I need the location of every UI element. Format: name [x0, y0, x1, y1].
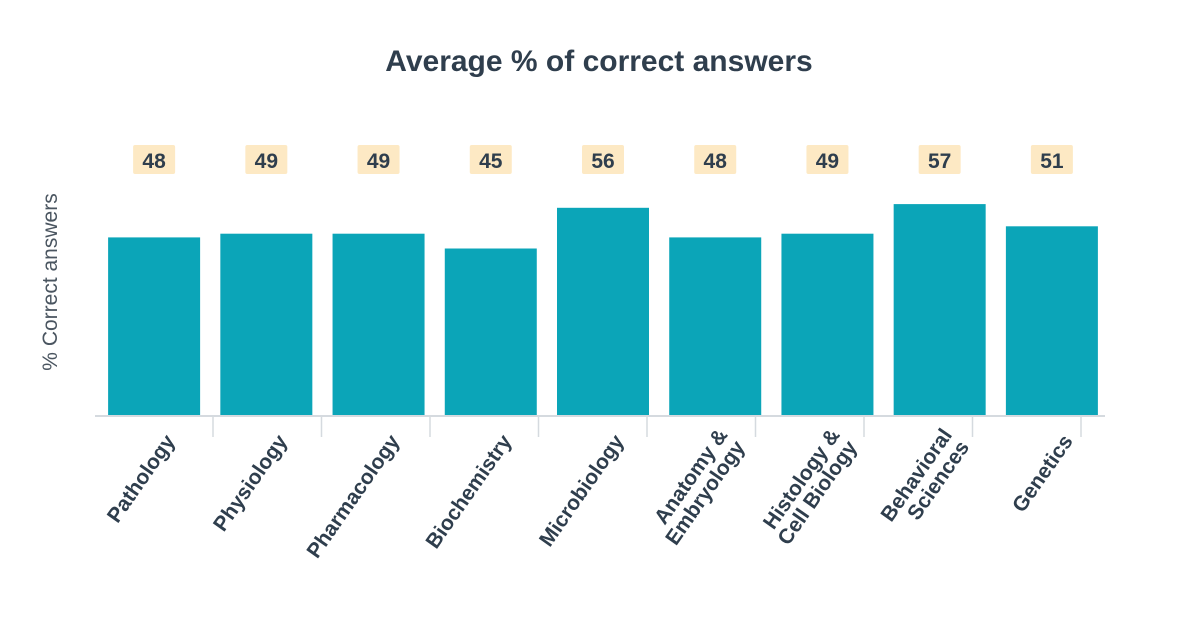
value-label-background	[469, 145, 512, 174]
category-label-line: Pathology	[103, 430, 180, 527]
value-label-background	[582, 145, 624, 174]
value-label-background	[806, 145, 849, 174]
value-label: 49	[245, 145, 288, 174]
category-labels-group: Pathology Physiology Pharmacology Biochemis…	[103, 424, 1078, 563]
bar	[108, 237, 201, 415]
category-label: Pathology	[103, 430, 180, 527]
value-label-text: 45	[479, 150, 503, 173]
x-axis	[95, 415, 1105, 437]
value-label-background	[694, 145, 737, 174]
value-label: 51	[1030, 145, 1073, 174]
value-label: 49	[806, 145, 849, 174]
value-label: 56	[582, 145, 624, 174]
category-label-line: Physiology	[209, 430, 292, 535]
category-label: Pharmacology	[303, 430, 405, 562]
bar	[781, 233, 874, 415]
category-label: Anatomy &Embryology	[644, 424, 750, 549]
bar	[444, 248, 537, 415]
value-label-text: 57	[928, 150, 951, 173]
bar	[332, 233, 425, 415]
value-label-text: 48	[142, 150, 166, 173]
category-label: Physiology	[209, 430, 292, 535]
category-label-line: Pharmacology	[303, 430, 405, 562]
chart-title: Average % of correct answers	[385, 45, 812, 78]
category-label: BehavioralSciences	[876, 425, 974, 538]
value-label-background	[357, 145, 400, 174]
value-label-text: 56	[591, 150, 614, 173]
bar	[1005, 226, 1098, 415]
value-label-text: 49	[816, 150, 839, 173]
value-label: 49	[357, 145, 400, 174]
y-axis-label: % Correct answers	[39, 193, 62, 370]
value-labels-group: 48 49 49 45 56 48 49 57 51	[133, 145, 1073, 174]
bar	[557, 207, 649, 415]
value-label: 48	[133, 145, 176, 174]
bar	[220, 233, 313, 415]
value-label: 57	[918, 145, 961, 174]
value-label-text: 49	[255, 150, 278, 173]
category-label: Microbiology	[535, 430, 629, 550]
value-label-background	[918, 145, 961, 174]
category-label-line: Genetics	[1008, 431, 1078, 517]
value-label-text: 51	[1040, 150, 1064, 173]
value-label: 48	[694, 145, 737, 174]
value-label: 45	[469, 145, 512, 174]
value-label-background	[1030, 145, 1073, 174]
category-label-line: Biochemistry	[421, 430, 516, 552]
category-label-line: Microbiology	[535, 430, 629, 550]
value-label-text: 48	[704, 150, 728, 173]
value-label-background	[245, 145, 288, 174]
bar	[669, 237, 762, 415]
bar	[893, 204, 986, 415]
bars-group	[108, 204, 1098, 415]
category-label: Biochemistry	[421, 430, 516, 552]
value-label-text: 49	[367, 150, 390, 173]
value-label-background	[133, 145, 176, 174]
category-label: Histology &Cell Biology	[756, 424, 862, 549]
category-label: Genetics	[1008, 431, 1078, 517]
